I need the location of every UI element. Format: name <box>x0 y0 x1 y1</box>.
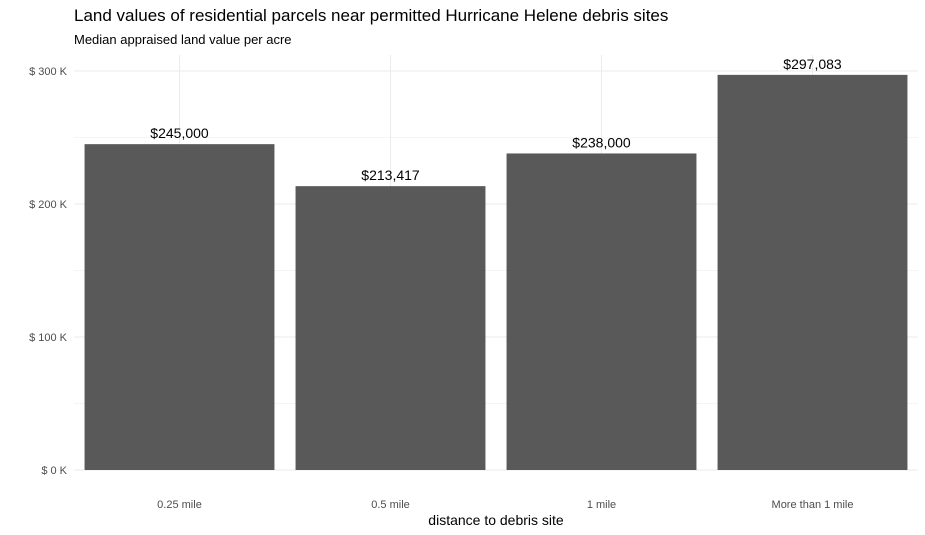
data-label: $297,083 <box>783 56 842 72</box>
bar <box>717 74 908 470</box>
data-label: $238,000 <box>572 134 631 150</box>
chart-title: Land values of residential parcels near … <box>74 6 669 25</box>
axis-layer: $ 0 K $ 100 K $ 200 K $ 300 K 0.25 mile 0.5 m… <box>29 66 853 511</box>
x-tick-label: More than 1 mile <box>772 499 854 511</box>
bar <box>506 153 697 470</box>
x-tick-label: 0.25 mile <box>157 499 202 511</box>
bar <box>84 144 275 470</box>
x-tick-label: 0.5 mile <box>371 499 410 511</box>
data-label: $245,000 <box>150 125 209 141</box>
x-tick-label: 1 mile <box>587 499 616 511</box>
y-tick-label: $ 300 K <box>29 66 68 78</box>
data-label: $213,417 <box>361 167 420 183</box>
data-label-layer: $245,000 $213,417 $238,000 $297,083 <box>150 56 842 183</box>
y-tick-label: $ 200 K <box>29 199 68 211</box>
bar <box>295 186 486 470</box>
bar-layer <box>84 74 908 470</box>
x-axis-title: distance to debris site <box>428 512 564 528</box>
chart-subtitle: Median appraised land value per acre <box>74 32 292 47</box>
y-tick-label: $ 0 K <box>41 465 67 477</box>
y-tick-label: $ 100 K <box>29 332 68 344</box>
